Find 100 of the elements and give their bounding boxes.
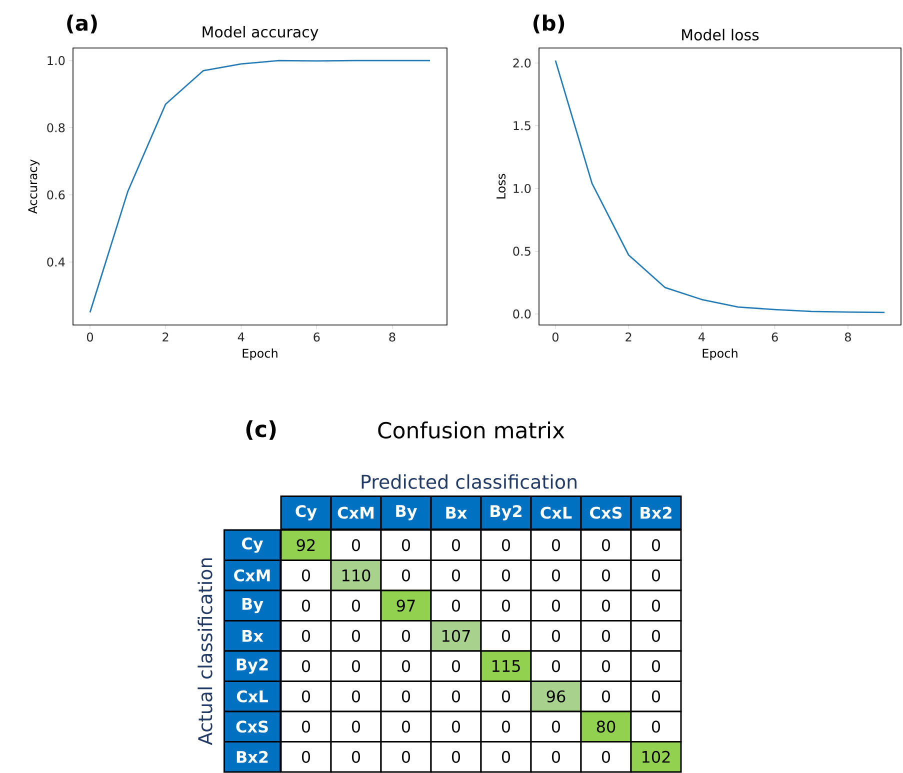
data-label: 0	[502, 630, 510, 642]
data-label: 0	[602, 600, 610, 612]
data-label: 102	[642, 750, 670, 763]
x-tick-label: Cy	[296, 505, 317, 520]
data-label: 0	[652, 720, 660, 733]
data-label: 0	[452, 690, 460, 702]
data-label: 107	[442, 630, 470, 642]
text: (b)	[533, 14, 564, 34]
y-tick-label: 0.0	[513, 309, 531, 318]
data-label: 0	[602, 569, 610, 582]
data-label: 0	[302, 569, 310, 582]
y-tick-label: By	[242, 598, 264, 614]
data-label: 0	[452, 750, 460, 763]
data-label: 0	[402, 539, 410, 552]
data-label: 0	[302, 630, 310, 642]
data-label: 96	[546, 690, 566, 702]
y-tick-label: 0.6	[47, 190, 65, 200]
data-label: 0	[352, 750, 360, 763]
data-label: 0	[652, 690, 660, 702]
y-tick-label: CxM	[234, 569, 270, 582]
y-tick-label: CxL	[236, 690, 268, 702]
data-label: 0	[502, 750, 510, 763]
x-tick-label: 4	[238, 332, 244, 342]
x-tick-label: 6	[772, 332, 778, 342]
data-label: 0	[552, 630, 560, 642]
data-label: 0	[352, 600, 360, 612]
data-label: 0	[652, 630, 660, 642]
x-tick-label: CxM	[338, 506, 374, 519]
data-label: 0	[302, 750, 310, 763]
data-label: 0	[452, 720, 460, 733]
data-label: 0	[352, 660, 360, 672]
data-label: 0	[402, 569, 410, 582]
x-tick-label: By	[396, 505, 418, 520]
data-label: 0	[402, 720, 410, 733]
x-tick-label: 8	[844, 332, 851, 342]
y-tick-label: Bx2	[236, 750, 268, 763]
data-label: 0	[652, 660, 660, 672]
x-tick-label: Bx2	[640, 506, 672, 519]
data-label: 0	[452, 660, 460, 672]
data-label: 0	[452, 600, 460, 612]
line-series	[554, 60, 886, 314]
text: (a)	[67, 14, 97, 34]
data-label: 0	[552, 600, 560, 612]
y-tick-label: CxS	[236, 720, 268, 733]
x-tick-label: 2	[626, 332, 632, 342]
x-tick-label: CxL	[540, 506, 572, 519]
x-tick-label: 4	[698, 332, 705, 342]
x-axis-title: Predicted classification	[362, 474, 576, 489]
data-label: 0	[452, 539, 460, 552]
data-label: 0	[602, 750, 610, 763]
data-label: 0	[652, 539, 660, 552]
data-label: 0	[602, 690, 610, 702]
data-label: 0	[352, 630, 360, 642]
data-label: 0	[302, 720, 310, 733]
data-label: 0	[552, 539, 560, 552]
x-tick-label: 0	[552, 332, 558, 342]
data-label: 0	[352, 720, 360, 733]
x-tick-label: 8	[389, 332, 396, 342]
data-label: 0	[402, 690, 410, 702]
data-label: 0	[352, 690, 360, 702]
data-label: 0	[552, 750, 560, 763]
y-tick-label: 1.5	[514, 121, 530, 130]
y-tick-label: 1.0	[48, 56, 65, 66]
data-label: 0	[402, 630, 410, 642]
y-tick-label: By2	[236, 658, 268, 674]
data-label: 0	[302, 600, 310, 612]
data-label: 0	[452, 569, 460, 582]
y-tick-label: 2.0	[513, 58, 531, 68]
data-label: 0	[602, 539, 610, 552]
chart-title: Model accuracy	[202, 26, 318, 40]
data-label: 0	[602, 660, 610, 672]
chart-title: Confusion matrix	[378, 422, 564, 439]
y-axis-title: Accuracy	[28, 159, 40, 214]
y-tick-label: 0.4	[47, 257, 65, 267]
x-tick-label: Bx	[446, 506, 468, 519]
data-label: 0	[502, 600, 510, 612]
data-label: 97	[396, 600, 415, 612]
data-label: 110	[342, 569, 370, 582]
y-tick-label: Cy	[242, 537, 264, 553]
data-label: 0	[602, 630, 610, 642]
data-label: 0	[552, 720, 560, 733]
x-tick-label: CxS	[590, 506, 622, 519]
data-label: 0	[502, 690, 510, 702]
y-tick-label: 1.0	[514, 184, 531, 194]
text: (c)	[246, 420, 276, 440]
data-label: 0	[502, 569, 510, 582]
y-axis-title: Loss	[496, 174, 506, 198]
data-label: 115	[492, 660, 520, 672]
y-tick-label: Bx	[242, 630, 264, 642]
chart-title: Model loss	[682, 28, 759, 40]
x-tick-label: 0	[86, 332, 94, 342]
data-label: 0	[402, 750, 410, 763]
data-label: 0	[302, 660, 310, 672]
data-label: 0	[402, 660, 410, 672]
y-axis-title: Actual classification	[198, 558, 212, 746]
data-label: 0	[652, 569, 660, 582]
y-tick-label: 0.5	[513, 246, 530, 256]
data-label: 0	[652, 600, 660, 612]
x-axis-title: Epoch	[702, 348, 738, 360]
x-tick-label: 6	[314, 332, 320, 342]
